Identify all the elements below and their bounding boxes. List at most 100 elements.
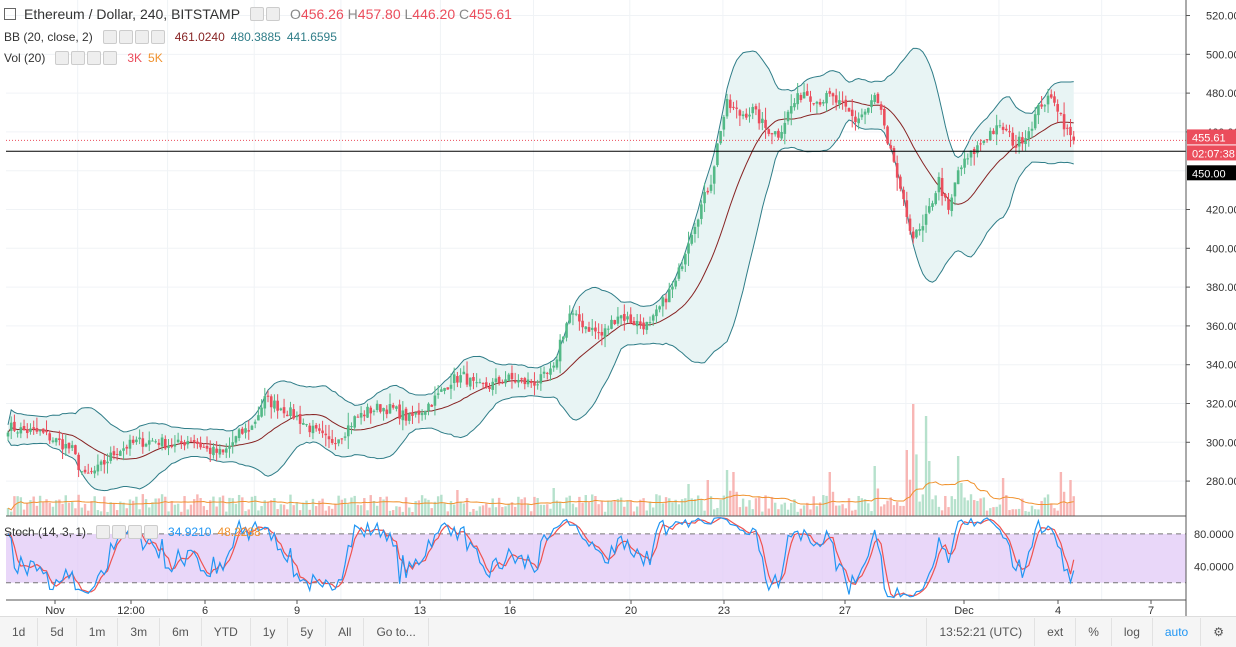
candle-body bbox=[925, 214, 928, 225]
volume-bar bbox=[938, 507, 940, 516]
candle-body bbox=[690, 235, 693, 244]
volume-bar bbox=[411, 512, 413, 516]
settings-icon[interactable] bbox=[71, 51, 85, 65]
volume-bar bbox=[745, 507, 747, 516]
candle-body bbox=[983, 141, 986, 143]
candle-body bbox=[954, 182, 957, 196]
candle-body bbox=[430, 405, 433, 407]
volume-bar bbox=[276, 509, 278, 516]
candle-body bbox=[183, 442, 186, 445]
volume-bar bbox=[639, 500, 641, 516]
close-icon[interactable] bbox=[144, 525, 158, 539]
settings-icon[interactable] bbox=[266, 7, 280, 21]
candle-body bbox=[81, 471, 84, 472]
vol-buttons[interactable] bbox=[55, 51, 117, 65]
candle-body bbox=[109, 453, 112, 461]
candle-body bbox=[312, 426, 315, 433]
candle-body bbox=[732, 107, 735, 108]
volume-bar bbox=[129, 499, 131, 516]
ext-toggle[interactable]: ext bbox=[1034, 618, 1075, 646]
volume-bar bbox=[986, 511, 988, 516]
volume-bar bbox=[97, 510, 99, 516]
volume-bar bbox=[222, 496, 224, 516]
volume-bar bbox=[1028, 512, 1030, 516]
range-3m[interactable]: 3m bbox=[118, 618, 160, 646]
volume-bar bbox=[106, 512, 108, 516]
range-1m[interactable]: 1m bbox=[77, 618, 119, 646]
eye-icon[interactable] bbox=[55, 51, 69, 65]
candle-body bbox=[408, 414, 411, 421]
more-icon[interactable] bbox=[128, 525, 142, 539]
range-1y[interactable]: 1y bbox=[251, 618, 289, 646]
candle-body bbox=[36, 428, 39, 432]
eye-icon[interactable] bbox=[96, 525, 110, 539]
more-icon[interactable] bbox=[135, 30, 149, 44]
candle-body bbox=[902, 190, 905, 199]
volume-bar bbox=[915, 454, 917, 516]
bb-upper-value: 480.3885 bbox=[231, 30, 281, 44]
candle-body bbox=[546, 373, 549, 374]
range-ytd[interactable]: YTD bbox=[202, 618, 251, 646]
candle-body bbox=[158, 443, 161, 445]
volume-bar bbox=[39, 496, 41, 516]
close-icon[interactable] bbox=[103, 51, 117, 65]
candle-body bbox=[113, 451, 116, 455]
candle-body bbox=[642, 323, 645, 330]
volume-bar bbox=[36, 506, 38, 516]
candle-body bbox=[857, 118, 860, 123]
settings-icon[interactable] bbox=[119, 30, 133, 44]
volume-bar bbox=[934, 495, 936, 516]
goto-button[interactable]: Go to... bbox=[364, 618, 428, 646]
volume-bar bbox=[357, 505, 359, 516]
volume-bar bbox=[597, 504, 599, 516]
candle-body bbox=[662, 297, 665, 306]
volume-bar bbox=[174, 505, 176, 516]
range-5y[interactable]: 5y bbox=[288, 618, 326, 646]
candle-body bbox=[119, 451, 122, 456]
candle-body bbox=[581, 321, 584, 327]
candle-body bbox=[629, 314, 632, 322]
collapse-icon[interactable] bbox=[4, 8, 16, 20]
volume-bar bbox=[398, 507, 400, 516]
candle bbox=[877, 92, 880, 103]
volume-bar bbox=[713, 509, 715, 516]
last-price-tag: 455.61 bbox=[1192, 132, 1226, 144]
candle-body bbox=[427, 404, 430, 411]
candle-body bbox=[806, 91, 809, 96]
candle-body bbox=[196, 442, 199, 444]
auto-toggle[interactable]: auto bbox=[1152, 618, 1200, 646]
more-icon[interactable] bbox=[87, 51, 101, 65]
percent-toggle[interactable]: % bbox=[1075, 618, 1111, 646]
bb-buttons[interactable] bbox=[103, 30, 165, 44]
volume-bar bbox=[427, 500, 429, 516]
stoch-buttons[interactable] bbox=[96, 525, 158, 539]
low-value: 446.20 bbox=[412, 6, 455, 22]
range-1d[interactable]: 1d bbox=[0, 618, 38, 646]
volume-bar bbox=[533, 497, 535, 516]
range-6m[interactable]: 6m bbox=[160, 618, 202, 646]
time-tick-label: Nov bbox=[45, 605, 65, 616]
volume-bar bbox=[286, 509, 288, 516]
volume-bar bbox=[376, 506, 378, 516]
eye-icon[interactable] bbox=[103, 30, 117, 44]
gear-icon[interactable]: ⚙ bbox=[1200, 618, 1236, 646]
eye-icon[interactable] bbox=[250, 7, 264, 21]
candle-body bbox=[979, 143, 982, 144]
close-icon[interactable] bbox=[151, 30, 165, 44]
candle-body bbox=[10, 423, 13, 431]
settings-icon[interactable] bbox=[112, 525, 126, 539]
candle-body bbox=[225, 448, 228, 452]
candle-body bbox=[170, 446, 173, 447]
volume-bar bbox=[84, 504, 86, 516]
log-toggle[interactable]: log bbox=[1111, 618, 1152, 646]
range-5d[interactable]: 5d bbox=[38, 618, 76, 646]
legend-buttons[interactable] bbox=[250, 7, 280, 21]
volume-bar bbox=[302, 503, 304, 516]
stoch-legend: Stoch (14, 3, 1) 34.9210 48.2288 bbox=[4, 525, 261, 539]
volume-bar bbox=[347, 504, 349, 516]
chart-canvas[interactable]: 520.00500.00480.00460.00420.00400.00380.… bbox=[0, 0, 1236, 616]
range-all[interactable]: All bbox=[326, 618, 364, 646]
volume-bar bbox=[366, 510, 368, 516]
vol-legend: Vol (20) 3K 5K bbox=[4, 51, 163, 65]
candle-body bbox=[543, 372, 546, 374]
